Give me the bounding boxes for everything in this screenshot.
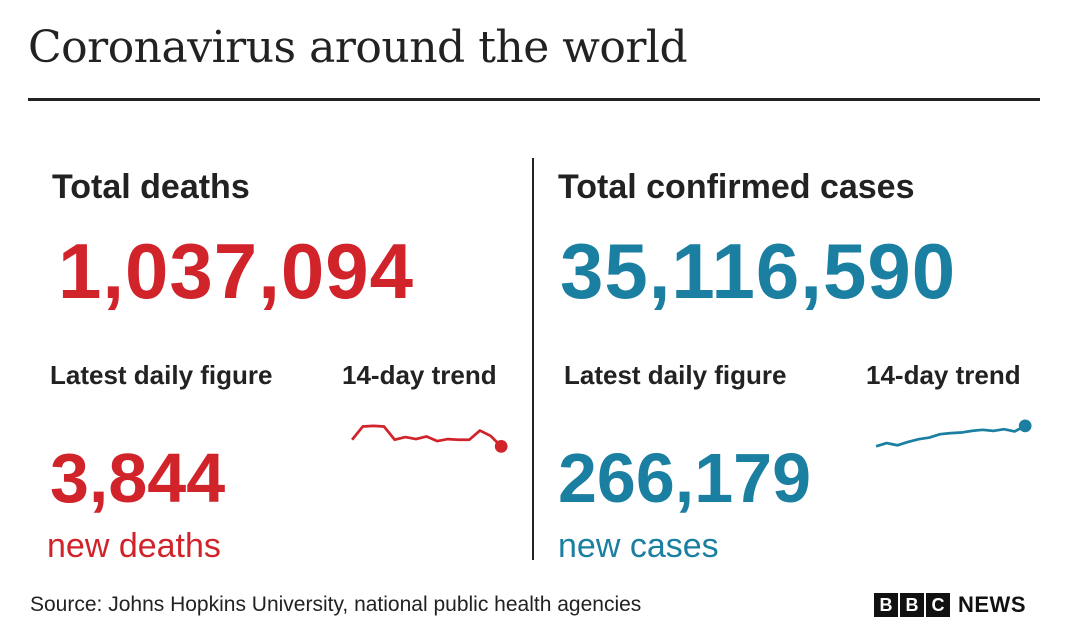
- cases-trend-end-point: [1018, 419, 1032, 433]
- deaths-trend-line: [351, 424, 503, 448]
- deaths-trend-label: 14-day trend: [342, 360, 497, 390]
- news-logo-word: NEWS: [958, 592, 1026, 617]
- cases-total: 35,116,590: [560, 227, 957, 315]
- panel-divider: [532, 158, 534, 560]
- cases-panel: Total confirmed cases 35,116,590 Latest …: [534, 0, 1066, 633]
- deaths-latest-value: 3,844: [50, 439, 226, 517]
- source-note: Source: Johns Hopkins University, nation…: [30, 593, 642, 616]
- bbc-news-logo: B B C NEWS: [874, 592, 1026, 618]
- deaths-latest-unit: new deaths: [47, 527, 221, 565]
- bbc-logo-letter: B: [874, 593, 898, 617]
- cases-trend-line: [875, 424, 1026, 448]
- cases-latest-unit: new cases: [558, 527, 719, 565]
- deaths-total: 1,037,094: [58, 227, 415, 315]
- cases-latest-value: 266,179: [558, 439, 812, 517]
- deaths-trend-end-point: [494, 440, 508, 453]
- deaths-latest-label: Latest daily figure: [50, 360, 273, 390]
- bbc-logo-letter: B: [900, 593, 924, 617]
- cases-title: Total confirmed cases: [558, 168, 915, 206]
- cases-trend-label: 14-day trend: [866, 360, 1021, 390]
- cases-trend-sparkline: [875, 419, 1032, 448]
- bbc-logo-letter: C: [926, 593, 950, 617]
- deaths-panel: Total deaths 1,037,094 Latest daily figu…: [0, 0, 532, 633]
- cases-latest-label: Latest daily figure: [564, 360, 787, 390]
- deaths-trend-sparkline: [351, 424, 508, 453]
- deaths-title: Total deaths: [52, 168, 250, 206]
- title-rule: [28, 98, 1040, 101]
- page-title: Coronavirus around the world: [28, 22, 688, 73]
